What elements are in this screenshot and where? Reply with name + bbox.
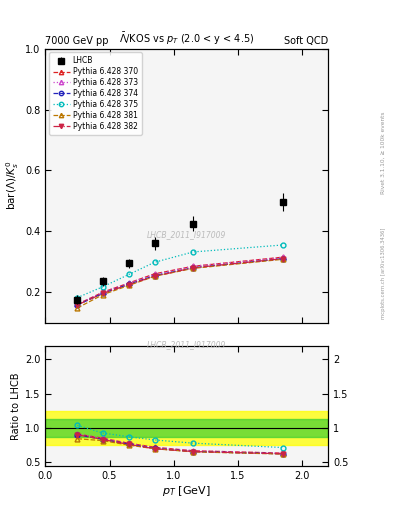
Pythia 6.428 370 (281, 254, 285, 260)
Pythia 6.428 382 (127, 282, 131, 288)
Line: Pythia 6.428 381: Pythia 6.428 381 (75, 257, 286, 310)
Pythia 6.428 374 (152, 272, 157, 279)
Pythia 6.428 381 (101, 291, 105, 297)
Pythia 6.428 373 (75, 301, 80, 307)
Pythia 6.428 375 (152, 259, 157, 265)
Pythia 6.428 373 (152, 271, 157, 278)
Pythia 6.428 375 (281, 242, 285, 248)
Line: Pythia 6.428 375: Pythia 6.428 375 (75, 243, 286, 300)
Bar (45, 419, 328, 437)
X-axis label: $p_T$ [GeV]: $p_T$ [GeV] (162, 483, 211, 498)
Pythia 6.428 374 (127, 281, 131, 287)
Pythia 6.428 370 (127, 280, 131, 286)
Pythia 6.428 373 (191, 263, 195, 269)
Pythia 6.428 373 (281, 254, 285, 261)
Pythia 6.428 370 (75, 301, 80, 307)
Legend: LHCB, Pythia 6.428 370, Pythia 6.428 373, Pythia 6.428 374, Pythia 6.428 375, Py: LHCB, Pythia 6.428 370, Pythia 6.428 373… (49, 52, 141, 135)
Pythia 6.428 374 (101, 290, 105, 296)
Pythia 6.428 381 (152, 273, 157, 280)
Y-axis label: Ratio to LHCB: Ratio to LHCB (11, 372, 21, 439)
Pythia 6.428 370 (152, 271, 157, 277)
Pythia 6.428 373 (127, 280, 131, 286)
Pythia 6.428 382 (75, 302, 80, 308)
Pythia 6.428 374 (281, 255, 285, 262)
Text: mcplots.cern.ch [arXiv:1306.3436]: mcplots.cern.ch [arXiv:1306.3436] (381, 227, 386, 319)
Pythia 6.428 374 (191, 265, 195, 271)
Pythia 6.428 381 (127, 282, 131, 288)
Pythia 6.428 382 (101, 290, 105, 296)
Text: 7000 GeV pp: 7000 GeV pp (45, 36, 109, 46)
Text: Rivet 3.1.10, ≥ 100k events: Rivet 3.1.10, ≥ 100k events (381, 112, 386, 194)
Line: Pythia 6.428 370: Pythia 6.428 370 (75, 254, 286, 307)
Pythia 6.428 373 (101, 289, 105, 295)
Y-axis label: bar($\Lambda$)/$K^0_s$: bar($\Lambda$)/$K^0_s$ (4, 161, 21, 210)
Pythia 6.428 381 (75, 305, 80, 311)
Pythia 6.428 381 (281, 256, 285, 262)
Bar (45, 411, 328, 445)
Line: Pythia 6.428 382: Pythia 6.428 382 (75, 256, 286, 307)
Line: Pythia 6.428 374: Pythia 6.428 374 (75, 256, 286, 307)
Pythia 6.428 375 (127, 271, 131, 278)
Pythia 6.428 382 (191, 265, 195, 271)
Pythia 6.428 370 (191, 263, 195, 269)
Pythia 6.428 381 (191, 265, 195, 271)
Pythia 6.428 370 (101, 289, 105, 295)
Title: $\bar{\Lambda}$/KOS vs $p_T$ (2.0 < y < 4.5): $\bar{\Lambda}$/KOS vs $p_T$ (2.0 < y < … (119, 31, 254, 47)
Text: Soft QCD: Soft QCD (284, 36, 328, 46)
Pythia 6.428 375 (101, 284, 105, 290)
Pythia 6.428 375 (191, 249, 195, 255)
Pythia 6.428 374 (75, 302, 80, 308)
Text: LHCB_2011_I917009: LHCB_2011_I917009 (147, 340, 226, 350)
Text: LHCB_2011_I917009: LHCB_2011_I917009 (147, 230, 226, 240)
Pythia 6.428 375 (75, 294, 80, 301)
Pythia 6.428 382 (152, 273, 157, 280)
Pythia 6.428 382 (281, 255, 285, 262)
Line: Pythia 6.428 373: Pythia 6.428 373 (75, 255, 286, 307)
